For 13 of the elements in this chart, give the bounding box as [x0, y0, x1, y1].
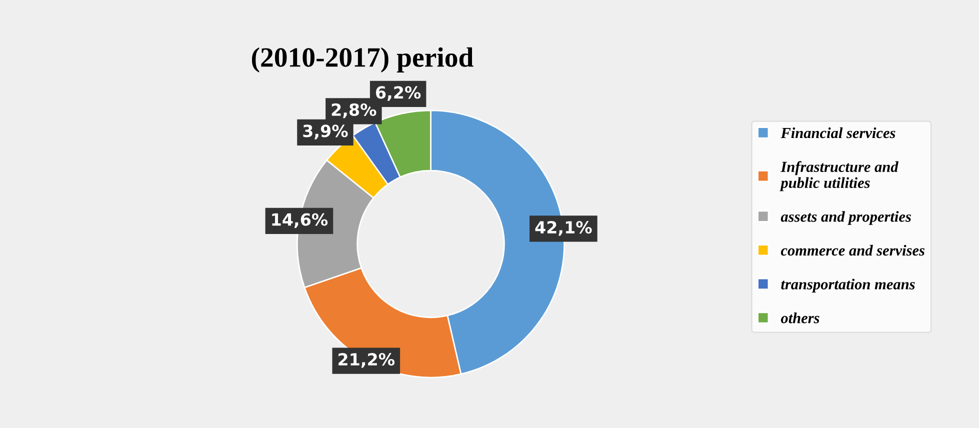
data-label: 42,1% — [535, 220, 592, 236]
chart-title: (2010-2017) period — [252, 47, 474, 73]
legend-label: transportation means — [781, 278, 915, 293]
data-label: 3,9% — [303, 124, 348, 140]
legend-label: Financial services — [780, 127, 896, 138]
legend-label: commerce and servises — [780, 244, 924, 256]
data-label: 14,6% — [272, 213, 328, 228]
data-label: 2,8% — [332, 103, 376, 118]
legend-label: Infrastructure and public utilities — [780, 161, 898, 192]
legend-label: assets and properties — [780, 211, 911, 225]
data-label: 21,2% — [338, 353, 395, 368]
legend-label: others — [780, 312, 820, 324]
data-label: 6,2% — [376, 86, 421, 101]
